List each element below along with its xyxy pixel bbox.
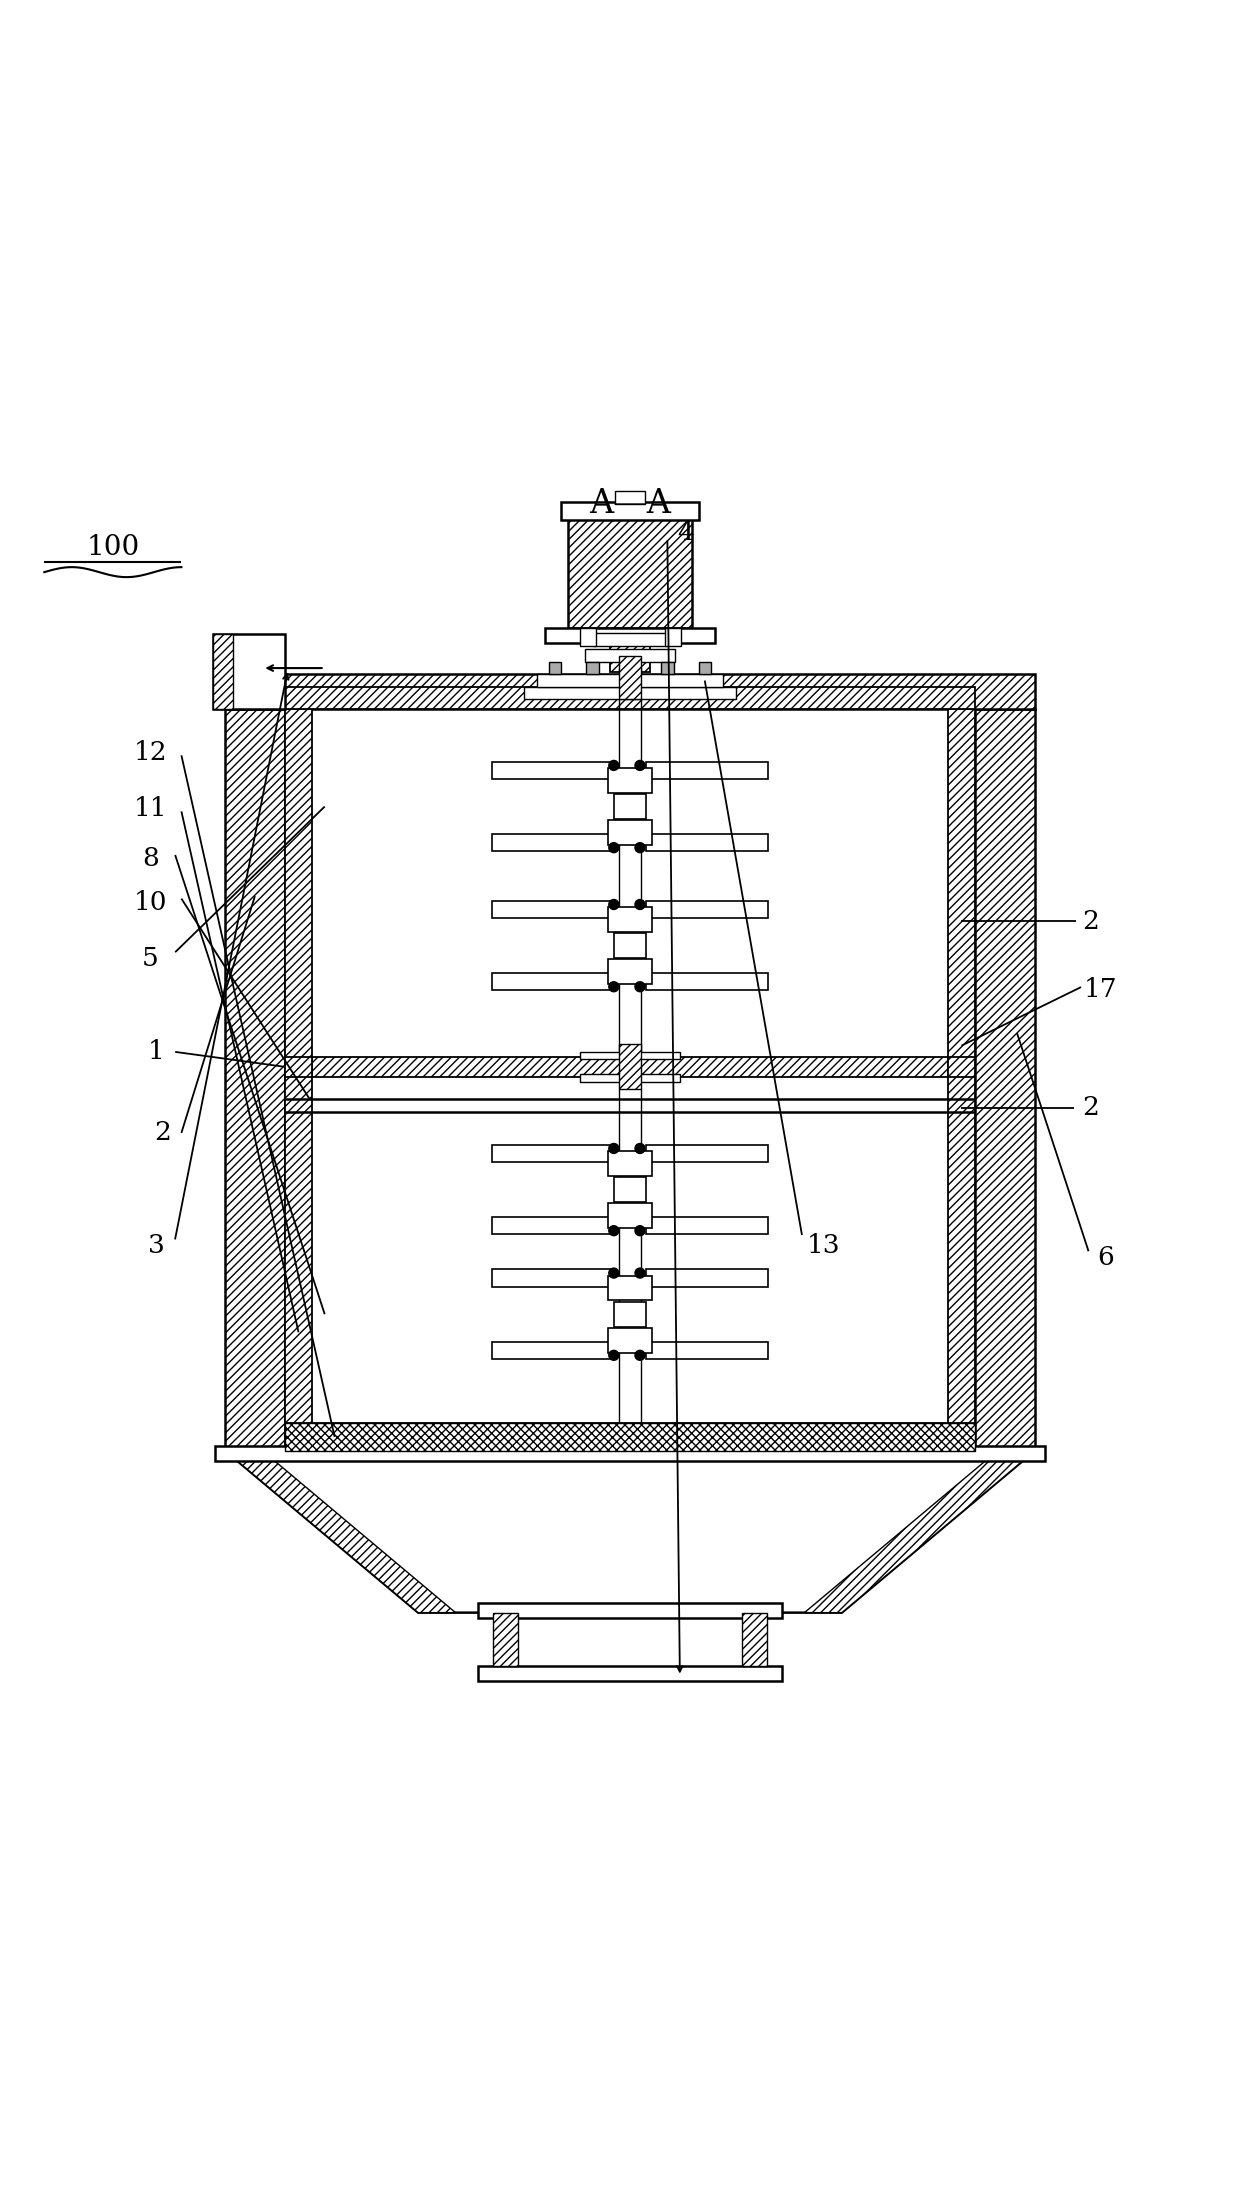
Bar — [975, 710, 1034, 1450]
Bar — [948, 710, 975, 1450]
Bar — [646, 1216, 769, 1234]
Bar — [549, 662, 562, 675]
Bar — [607, 767, 653, 793]
Bar — [491, 973, 614, 990]
Text: 100: 100 — [86, 535, 140, 561]
Text: 8: 8 — [142, 846, 159, 872]
Bar — [568, 517, 692, 629]
Bar — [607, 960, 653, 984]
Bar — [491, 762, 614, 780]
Bar — [948, 1056, 975, 1076]
Bar — [607, 1275, 653, 1301]
Bar — [586, 662, 598, 675]
Bar — [614, 933, 646, 957]
Bar — [478, 1602, 782, 1617]
Bar — [665, 629, 682, 646]
Text: 17: 17 — [1084, 977, 1118, 1001]
Bar — [614, 793, 646, 819]
Text: A—A: A—A — [588, 489, 672, 519]
Circle shape — [609, 760, 619, 771]
Bar — [491, 1341, 614, 1358]
Bar — [646, 1144, 769, 1161]
Bar — [285, 686, 975, 710]
Text: 12: 12 — [134, 741, 168, 765]
Text: 1: 1 — [149, 1039, 165, 1065]
Text: 4: 4 — [678, 519, 694, 546]
Circle shape — [609, 901, 619, 909]
Text: 2: 2 — [154, 1120, 171, 1146]
Bar — [646, 973, 769, 990]
Bar — [607, 1328, 653, 1352]
Bar — [698, 662, 711, 675]
Text: 13: 13 — [806, 1234, 840, 1258]
Bar — [580, 1052, 680, 1060]
Polygon shape — [226, 1450, 456, 1613]
Text: 5: 5 — [142, 947, 159, 971]
Circle shape — [635, 901, 645, 909]
Bar — [491, 1144, 614, 1161]
Circle shape — [609, 1269, 619, 1277]
Text: 3: 3 — [147, 1234, 165, 1258]
Bar — [478, 1665, 782, 1680]
Bar — [585, 649, 675, 662]
Bar — [493, 1613, 518, 1665]
Text: 10: 10 — [134, 890, 168, 916]
Text: 6: 6 — [1097, 1244, 1114, 1271]
Bar — [662, 662, 674, 675]
Bar — [610, 644, 650, 673]
Bar — [213, 635, 285, 710]
Bar — [226, 675, 1034, 710]
Text: 11: 11 — [134, 795, 168, 822]
Circle shape — [635, 982, 645, 993]
Bar — [646, 1341, 769, 1358]
Bar — [607, 819, 653, 846]
Bar — [619, 1045, 641, 1089]
Circle shape — [609, 844, 619, 852]
Bar — [646, 762, 769, 780]
Circle shape — [635, 760, 645, 771]
Circle shape — [609, 1225, 619, 1236]
Bar — [546, 629, 714, 644]
Bar — [615, 491, 645, 504]
Text: 2: 2 — [1082, 1096, 1100, 1120]
Bar — [592, 633, 668, 646]
Bar — [213, 635, 233, 710]
Circle shape — [635, 1350, 645, 1361]
Polygon shape — [226, 1450, 1034, 1613]
Bar — [524, 686, 736, 699]
Circle shape — [609, 1144, 619, 1152]
Circle shape — [635, 1225, 645, 1236]
Bar — [580, 629, 596, 646]
Bar — [285, 1424, 975, 1450]
Bar — [312, 1056, 948, 1076]
Circle shape — [635, 1144, 645, 1152]
Bar — [607, 1150, 653, 1177]
Bar — [646, 1269, 769, 1286]
Bar — [537, 675, 723, 686]
Polygon shape — [804, 1450, 1034, 1613]
Bar — [619, 655, 641, 699]
Bar — [285, 1056, 312, 1076]
Circle shape — [635, 1269, 645, 1277]
Bar — [646, 901, 769, 918]
Bar — [614, 1301, 646, 1328]
Bar — [607, 907, 653, 931]
Circle shape — [609, 982, 619, 993]
Bar — [491, 835, 614, 852]
Bar — [491, 1269, 614, 1286]
Bar — [607, 1203, 653, 1229]
Bar — [226, 710, 285, 1450]
Circle shape — [609, 1350, 619, 1361]
Bar — [742, 1613, 767, 1665]
Bar — [646, 835, 769, 852]
Circle shape — [635, 844, 645, 852]
Bar — [491, 1216, 614, 1234]
Bar — [614, 1177, 646, 1203]
Bar — [285, 710, 312, 1450]
Bar — [215, 1446, 1045, 1461]
Bar — [491, 901, 614, 918]
Bar — [562, 502, 698, 519]
Text: 2: 2 — [1082, 909, 1100, 933]
Bar — [580, 1074, 680, 1082]
